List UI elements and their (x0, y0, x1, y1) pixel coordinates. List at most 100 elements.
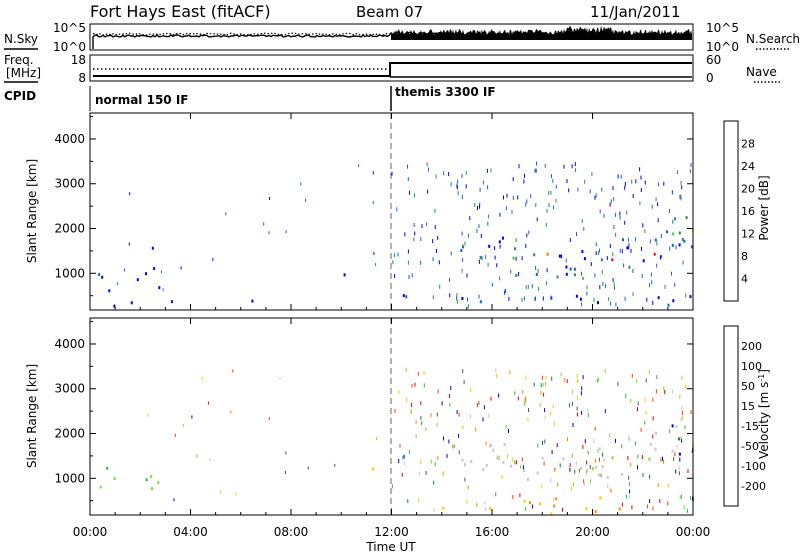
speckle-power-data (535, 203, 537, 208)
speckle-power-data (525, 202, 527, 207)
speckle-velocity-data (522, 390, 524, 394)
cpid-mode-normal: normal 150 IF (95, 93, 189, 107)
speckle-power-data (620, 174, 622, 179)
speckle-velocity-data (446, 454, 448, 458)
freq-left-tick-top: 18 (71, 53, 86, 67)
speckle-velocity-data (569, 403, 571, 408)
speckle-velocity-data (434, 462, 436, 467)
speckle-velocity-data (669, 429, 671, 434)
speckle-velocity-data (524, 398, 526, 403)
data-cell-power-data-1 (101, 275, 104, 279)
speckle-power-data (563, 164, 565, 169)
speckle-velocity-data (410, 408, 412, 413)
speckle-power-data (526, 233, 528, 238)
speckle-power-data (656, 241, 658, 246)
speckle-velocity-data (581, 386, 583, 391)
speckle-power-data (535, 168, 537, 173)
speckle-velocity-data (648, 370, 650, 375)
speckle-velocity-data (543, 461, 545, 466)
data-cell-velocity-data-1 (372, 467, 375, 471)
data-cell-velocity-data-2 (585, 507, 588, 511)
speckle-power-data (619, 248, 621, 253)
speckle-power-data (575, 168, 577, 173)
speckle-power-data (494, 255, 496, 260)
speckle-velocity-data (495, 492, 497, 497)
velocity-colorbar: 200 100 50 15 -15 -50 -100 -200 (723, 325, 766, 507)
speckle-power-data (624, 185, 626, 190)
speckle-velocity-data (687, 469, 689, 473)
speckle-power-data (581, 218, 583, 223)
speckle-velocity-data (453, 444, 455, 449)
speckle-velocity-data (436, 422, 438, 427)
data-cell-velocity-data-3 (606, 476, 609, 480)
speckle-velocity-data (458, 433, 460, 438)
speckle-velocity-data (607, 483, 609, 488)
speckle-velocity-data (508, 428, 509, 433)
speckle-power-data (571, 164, 573, 169)
speckle-power-data (631, 179, 633, 184)
speckle-velocity-data (551, 450, 553, 455)
speckle-power-data (508, 296, 510, 301)
speckle-power-data (449, 293, 451, 298)
colorbar-frame (723, 325, 739, 507)
speckle-velocity-data (209, 458, 211, 461)
colorbar-tick-label: -100 (741, 460, 766, 473)
speckle-power-data (467, 304, 469, 309)
speckle-power-data (628, 242, 630, 247)
y-tick-label: 4000 (54, 132, 85, 146)
speckle-power-data (408, 275, 410, 279)
data-cell-power-data-5 (479, 255, 482, 259)
data-cell-velocity-data-3 (648, 457, 651, 461)
speckle-power-data (117, 282, 119, 286)
speckle-velocity-data (588, 451, 589, 456)
data-cell-power-data-5 (678, 243, 681, 247)
speckle-velocity-data (196, 454, 198, 458)
speckle-power-data (479, 202, 481, 207)
data-cell-power-data-2 (113, 304, 116, 308)
speckle-power-data (397, 252, 399, 257)
data-cell-velocity-data-3 (496, 455, 499, 459)
speckle-velocity-data (399, 443, 401, 448)
data-cell-velocity-data-3 (482, 468, 485, 472)
data-cell-velocity-data-3 (598, 473, 601, 477)
speckle-power-data (603, 213, 605, 218)
speckle-power-data (632, 292, 634, 297)
y-tick-label: 3000 (54, 382, 85, 396)
speckle-velocity-data (644, 420, 646, 425)
speckle-power-data (545, 281, 547, 286)
data-cell-velocity-data-3 (601, 465, 604, 469)
power-yticks: 1000 2000 3000 4000 (54, 116, 693, 297)
speckle-velocity-data (425, 470, 427, 475)
speckle-power-data (531, 284, 533, 289)
speckle-velocity-data (587, 408, 589, 413)
speckle-power-data (487, 221, 489, 226)
data-cell-velocity-data-3 (586, 450, 589, 454)
y-tick-label: 1000 (54, 471, 85, 485)
speckle-power-data (530, 194, 532, 199)
speckle-power-data (503, 195, 504, 200)
speckle-velocity-data (575, 461, 577, 466)
speckle-velocity-data (681, 416, 683, 421)
speckle-velocity-data (466, 499, 468, 504)
speckle-power-data (212, 257, 214, 261)
speckle-power-data (479, 204, 480, 209)
data-cell-power-data-4 (597, 301, 599, 305)
speckle-velocity-data (411, 383, 413, 388)
speckle-power-data (457, 179, 459, 184)
speckle-velocity-data (403, 461, 405, 466)
data-cell-velocity-data-2 (555, 497, 558, 501)
speckle-velocity-data (469, 414, 471, 419)
colorbar-tick-label: 100 (741, 360, 762, 373)
speckle-velocity-data (496, 373, 498, 378)
data-cell-power-data-5 (502, 236, 504, 240)
speckle-power-data (506, 193, 508, 198)
speckle-power-data (569, 238, 571, 243)
speckle-power-data (639, 201, 641, 206)
speckle-power-data (624, 220, 626, 225)
data-cell-power-data-6 (681, 238, 684, 241)
speckle-velocity-data (589, 465, 591, 469)
speckle-velocity-data (609, 433, 611, 438)
speckle-velocity-data (566, 379, 568, 384)
speckle-velocity-data (556, 443, 558, 448)
speckle-power-data (305, 198, 307, 202)
